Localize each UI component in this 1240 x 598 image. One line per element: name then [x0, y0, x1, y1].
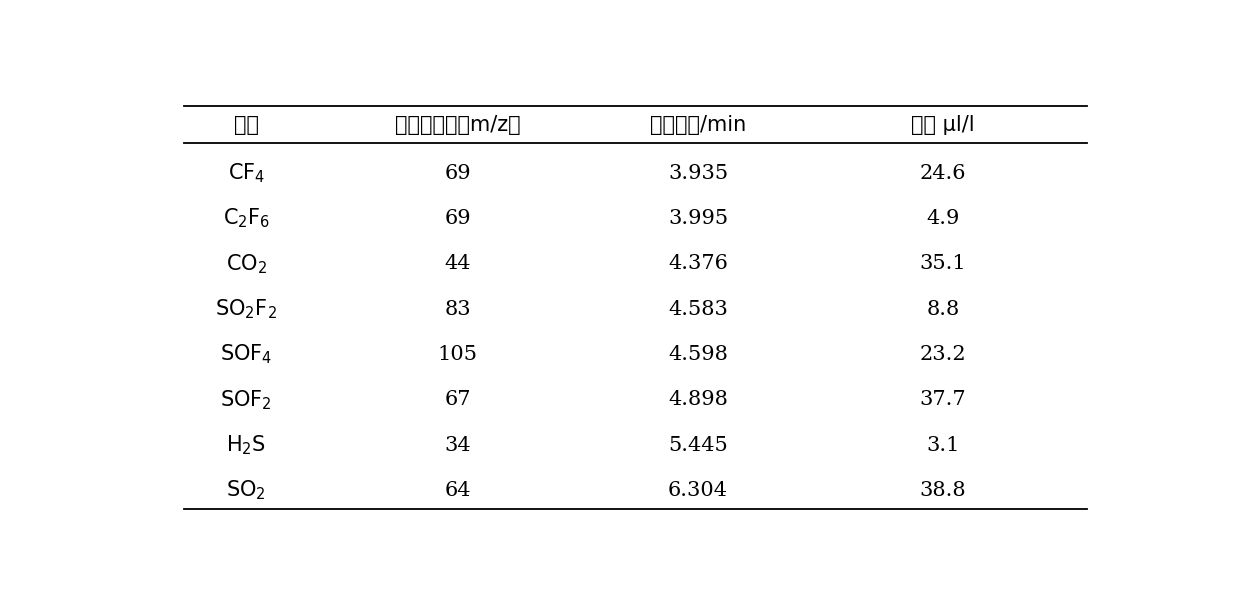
Text: 保留时间/min: 保留时间/min [650, 115, 746, 135]
Text: 4.598: 4.598 [668, 345, 728, 364]
Text: $\mathrm{SO_2F_2}$: $\mathrm{SO_2F_2}$ [216, 297, 278, 321]
Text: 105: 105 [438, 345, 477, 364]
Text: 6.304: 6.304 [668, 481, 728, 500]
Text: 23.2: 23.2 [920, 345, 966, 364]
Text: 5.445: 5.445 [668, 436, 728, 454]
Text: 3.995: 3.995 [668, 209, 728, 228]
Text: 3.1: 3.1 [926, 436, 960, 454]
Text: 4.583: 4.583 [668, 300, 728, 319]
Text: $\mathrm{SOF_2}$: $\mathrm{SOF_2}$ [221, 388, 273, 411]
Text: $\mathrm{H_2S}$: $\mathrm{H_2S}$ [227, 434, 267, 457]
Text: 4.376: 4.376 [668, 254, 728, 273]
Text: 3.935: 3.935 [668, 164, 728, 182]
Text: 38.8: 38.8 [920, 481, 966, 500]
Text: 8.8: 8.8 [926, 300, 960, 319]
Text: 69: 69 [444, 209, 471, 228]
Text: 34: 34 [444, 436, 471, 454]
Text: 37.7: 37.7 [920, 390, 966, 410]
Text: 4.898: 4.898 [668, 390, 728, 410]
Text: 组分: 组分 [234, 115, 259, 135]
Text: 83: 83 [444, 300, 471, 319]
Text: 4.9: 4.9 [926, 209, 960, 228]
Text: $\mathrm{C_2F_6}$: $\mathrm{C_2F_6}$ [223, 207, 270, 230]
Text: 浓度 μl/l: 浓度 μl/l [911, 115, 975, 135]
Text: 64: 64 [444, 481, 471, 500]
Text: 24.6: 24.6 [920, 164, 966, 182]
Text: $\mathrm{SO_2}$: $\mathrm{SO_2}$ [227, 479, 267, 502]
Text: 67: 67 [444, 390, 471, 410]
Text: 35.1: 35.1 [920, 254, 966, 273]
Text: 44: 44 [444, 254, 471, 273]
Text: 69: 69 [444, 164, 471, 182]
Text: $\mathrm{CF_4}$: $\mathrm{CF_4}$ [228, 161, 265, 185]
Text: 目标离子峰（m/z）: 目标离子峰（m/z） [394, 115, 521, 135]
Text: $\mathrm{SOF_4}$: $\mathrm{SOF_4}$ [221, 343, 273, 367]
Text: $\mathrm{CO_2}$: $\mathrm{CO_2}$ [226, 252, 267, 276]
